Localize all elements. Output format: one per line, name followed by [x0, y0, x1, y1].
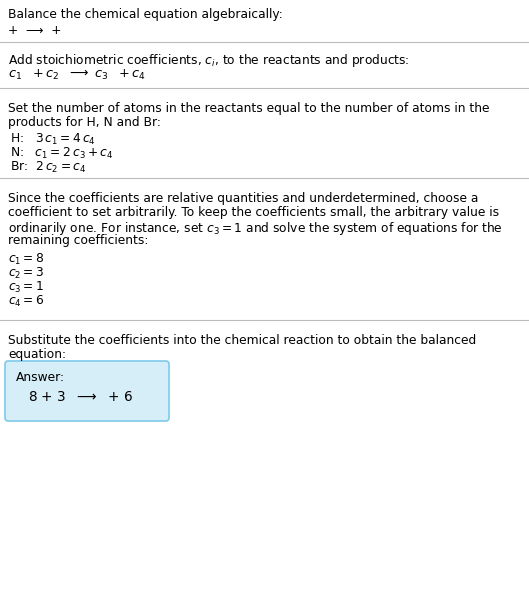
Text: equation:: equation:: [8, 348, 66, 361]
Text: remaining coefficients:: remaining coefficients:: [8, 234, 148, 247]
Text: coefficient to set arbitrarily. To keep the coefficients small, the arbitrary va: coefficient to set arbitrarily. To keep …: [8, 206, 499, 219]
Text: Br:  $2\,c_2 = c_4$: Br: $2\,c_2 = c_4$: [10, 160, 86, 175]
Text: Balance the chemical equation algebraically:: Balance the chemical equation algebraica…: [8, 8, 282, 21]
Text: $c_1 = 8$: $c_1 = 8$: [8, 252, 44, 267]
Text: H:   $3\,c_1 = 4\,c_4$: H: $3\,c_1 = 4\,c_4$: [10, 132, 96, 147]
FancyBboxPatch shape: [5, 361, 169, 421]
Text: products for H, N and Br:: products for H, N and Br:: [8, 116, 161, 129]
Text: Set the number of atoms in the reactants equal to the number of atoms in the: Set the number of atoms in the reactants…: [8, 102, 489, 115]
Text: $8$ $+$ $3$  $\longrightarrow$  $+$ $6$: $8$ $+$ $3$ $\longrightarrow$ $+$ $6$: [28, 390, 133, 404]
Text: N:   $c_1 = 2\,c_3 + c_4$: N: $c_1 = 2\,c_3 + c_4$: [10, 146, 114, 161]
Text: Substitute the coefficients into the chemical reaction to obtain the balanced: Substitute the coefficients into the che…: [8, 334, 476, 347]
Text: Answer:: Answer:: [16, 371, 65, 384]
Text: $c_1\ \ +c_2\ \ \longrightarrow\ c_3\ \ +c_4$: $c_1\ \ +c_2\ \ \longrightarrow\ c_3\ \ …: [8, 68, 146, 82]
Text: Since the coefficients are relative quantities and underdetermined, choose a: Since the coefficients are relative quan…: [8, 192, 478, 205]
Text: $c_2 = 3$: $c_2 = 3$: [8, 266, 44, 281]
Text: +  ⟶  +: + ⟶ +: [8, 24, 61, 37]
Text: $c_3 = 1$: $c_3 = 1$: [8, 280, 44, 295]
Text: Add stoichiometric coefficients, $c_i$, to the reactants and products:: Add stoichiometric coefficients, $c_i$, …: [8, 52, 409, 69]
Text: ordinarily one. For instance, set $c_3 = 1$ and solve the system of equations fo: ordinarily one. For instance, set $c_3 =…: [8, 220, 503, 237]
Text: $c_4 = 6$: $c_4 = 6$: [8, 294, 44, 309]
